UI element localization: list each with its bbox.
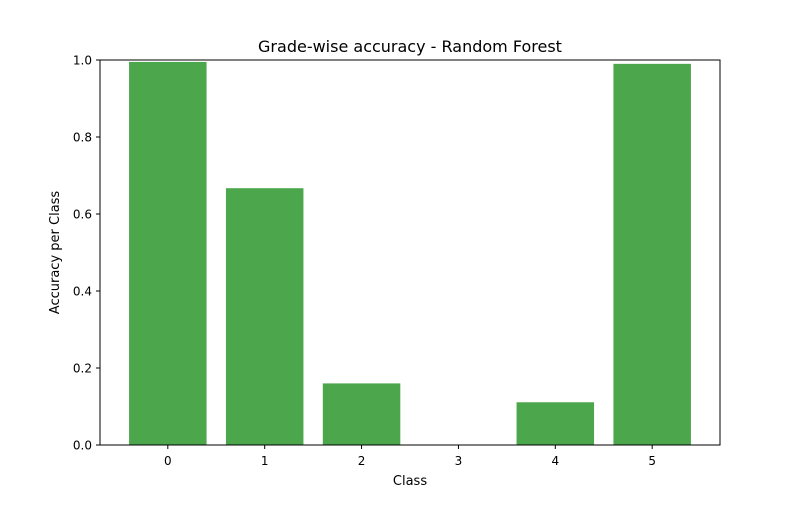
y-tick-label: 0.4	[73, 285, 92, 299]
y-tick-label: 0.8	[73, 131, 92, 145]
y-axis-label: Accuracy per Class	[48, 191, 63, 315]
bar-class-2	[322, 383, 401, 445]
y-tick-label: 0.0	[73, 439, 92, 453]
bar-class-5	[613, 63, 691, 445]
x-tick-label: 0	[164, 454, 172, 468]
y-tick-label: 0.2	[73, 362, 92, 376]
x-tick-label: 5	[648, 454, 656, 468]
x-tick-label: 4	[551, 454, 559, 468]
bar-class-4	[516, 402, 595, 445]
y-axis-ticks: 0.0 0.2 0.4 0.6 0.8 1.0	[73, 54, 100, 453]
bars-group	[129, 61, 691, 446]
x-tick-label: 3	[455, 454, 463, 468]
plot-frame	[99, 59, 721, 446]
chart-title: Grade-wise accuracy - Random Forest	[258, 37, 562, 56]
x-tick-label: 1	[261, 454, 269, 468]
bar-class-1	[225, 188, 304, 445]
x-axis-ticks: 0 1 2 3 4 5	[164, 445, 656, 468]
x-tick-label: 2	[358, 454, 366, 468]
y-tick-label: 0.6	[73, 208, 92, 222]
x-axis-label: Class	[393, 474, 427, 489]
y-tick-label: 1.0	[73, 54, 92, 68]
bar-class-0	[129, 61, 207, 446]
